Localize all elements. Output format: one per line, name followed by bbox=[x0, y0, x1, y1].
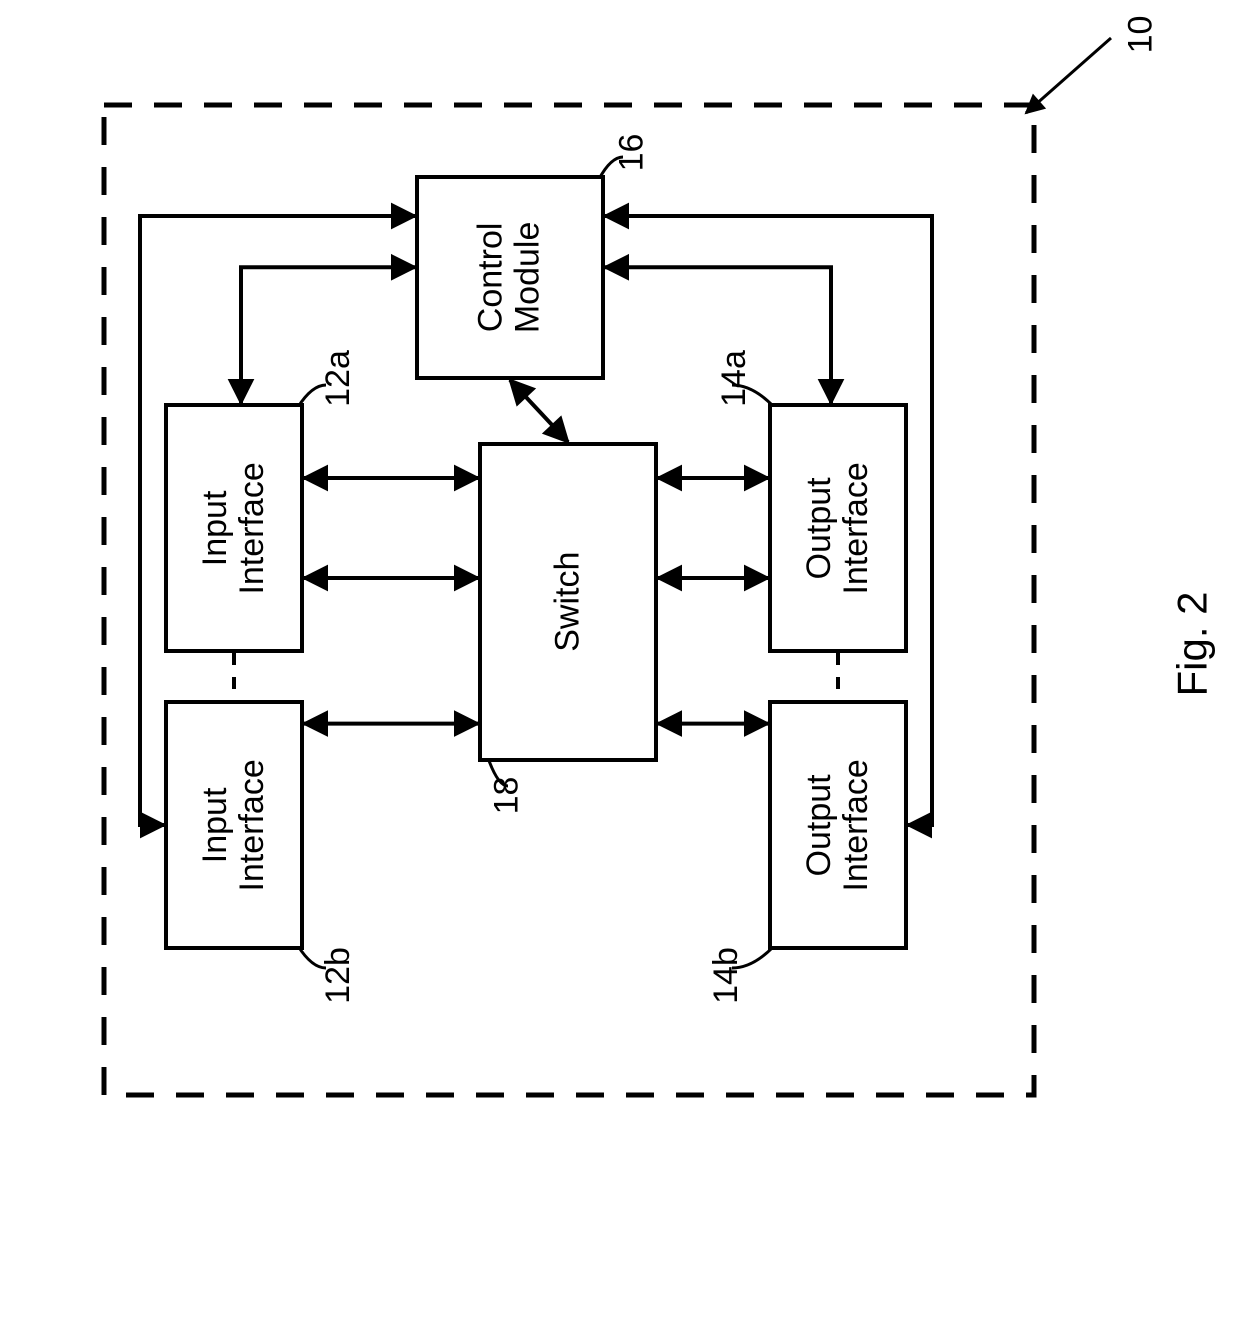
figure-caption: Fig. 2 bbox=[1169, 591, 1217, 696]
input-interface-a-block: Input Interface bbox=[164, 403, 304, 653]
container-number-label: 10 bbox=[1121, 16, 1160, 54]
pointer-10 bbox=[1026, 38, 1111, 113]
input-interface-b-label: Input Interface bbox=[197, 759, 272, 891]
output-interface-b-label: Output Interface bbox=[801, 759, 876, 891]
control-module-label: Control Module bbox=[473, 222, 548, 334]
output-interface-a-block: Output Interface bbox=[768, 403, 908, 653]
control-number-label: 16 bbox=[612, 134, 651, 172]
control-module-block: Control Module bbox=[415, 175, 605, 380]
switch-number-label: 18 bbox=[487, 777, 526, 815]
output-interface-a-label: Output Interface bbox=[801, 462, 876, 594]
output-interface-b-block: Output Interface bbox=[768, 700, 908, 950]
inputa-number-label: 12a bbox=[319, 350, 358, 407]
input-interface-a-label: Input Interface bbox=[197, 462, 272, 594]
outputb-number-label: 14b bbox=[707, 947, 746, 1004]
switch-block: Switch bbox=[478, 442, 658, 762]
input-interface-b-block: Input Interface bbox=[164, 700, 304, 950]
switch-label: Switch bbox=[549, 552, 586, 652]
inputb-number-label: 12b bbox=[319, 947, 358, 1004]
outputa-number-label: 14a bbox=[715, 350, 754, 407]
